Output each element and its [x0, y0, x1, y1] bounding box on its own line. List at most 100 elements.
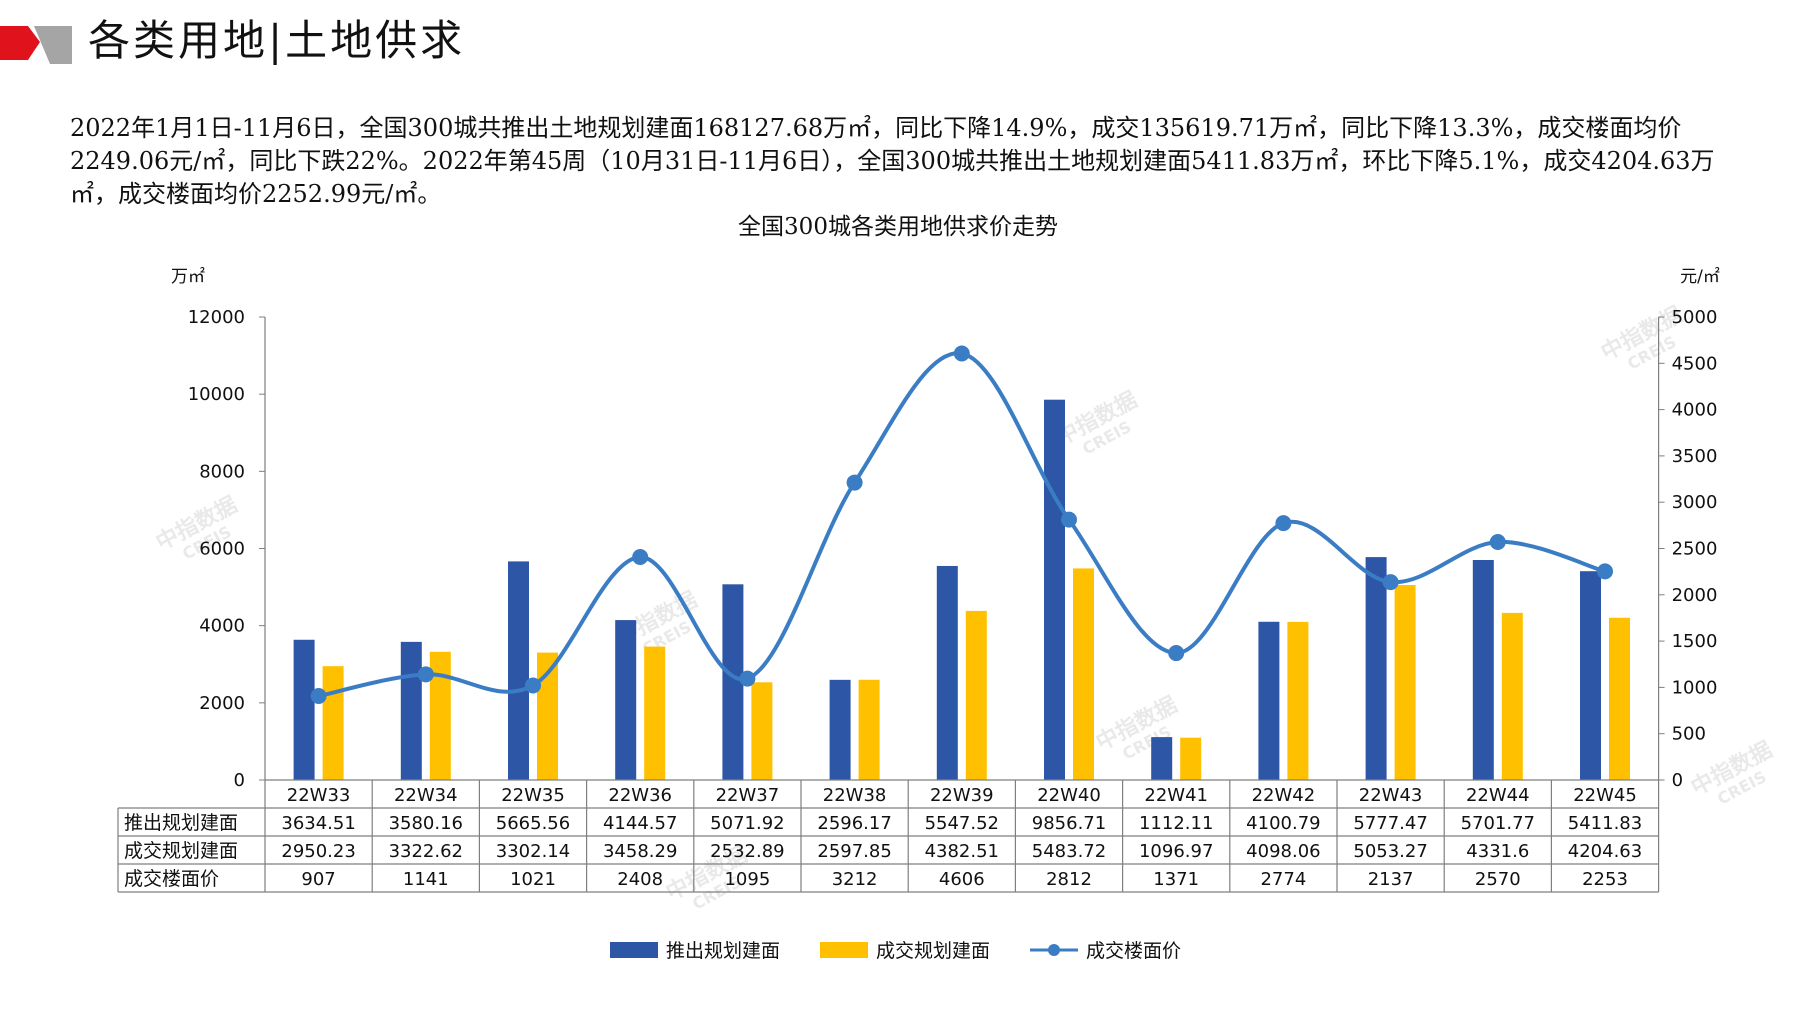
table-cell: 1096.97: [1139, 841, 1213, 862]
category-label-22W40: 22W40: [1037, 785, 1101, 806]
table-cell: 5777.47: [1353, 813, 1427, 834]
bar-supply-22W35: [508, 561, 529, 780]
left-tick-label: 12000: [188, 307, 245, 328]
table-cell: 4098.06: [1246, 841, 1320, 862]
category-label-22W41: 22W41: [1144, 785, 1208, 806]
axes: 0 2000 4000 6000 8000 10000 12000 0 500 1000 1500 2…: [188, 307, 1718, 791]
price-point-22W42: [1275, 515, 1292, 532]
price-point-22W40: [1061, 511, 1077, 528]
table-cell: 3322.62: [389, 841, 463, 862]
table-cell: 5701.77: [1461, 813, 1535, 834]
table-row-header: 成交规划建面: [124, 840, 238, 862]
right-tick-label: 4500: [1672, 353, 1718, 374]
legend: 推出规划建面 成交规划建面 成交楼面价: [610, 940, 1181, 962]
left-tick-label: 4000: [199, 616, 245, 637]
data-table: 22W33 22W34 22W35 22W36 22W37 22W38 22W39 22W40…: [117, 779, 1660, 893]
price-point-22W38: [846, 474, 863, 491]
price-point-22W37: [739, 670, 756, 687]
legend-label-supply: 推出规划建面: [666, 940, 780, 962]
bar-supply-22W44: [1472, 560, 1494, 780]
category-label-22W36: 22W36: [608, 785, 672, 806]
bar-deal-22W44: [1501, 612, 1523, 780]
bar-deal-22W39: [965, 610, 987, 780]
category-label-22W39: 22W39: [930, 785, 994, 806]
table-cell: 5071.92: [710, 813, 784, 834]
legend-label-deal: 成交规划建面: [876, 940, 990, 962]
legend-label-price: 成交楼面价: [1086, 940, 1181, 962]
price-point-22W41: [1168, 645, 1185, 662]
right-tick-label: 500: [1672, 724, 1706, 745]
bar-supply-22W43: [1365, 557, 1387, 780]
bar-deal-22W35: [537, 652, 558, 780]
bar-deal-22W38: [858, 679, 880, 780]
legend-marker-price: [1048, 944, 1060, 956]
left-tick-label: 6000: [199, 539, 245, 560]
table-cell: 2253: [1582, 869, 1628, 890]
price-point-22W45: [1597, 563, 1613, 580]
bar-supply-22W45: [1580, 571, 1601, 780]
price-point-22W35: [525, 677, 541, 694]
right-tick-label: 3000: [1672, 492, 1718, 513]
bar-supply-22W33: [293, 639, 315, 780]
table-cell: 2137: [1368, 869, 1414, 890]
price-point-22W43: [1382, 574, 1399, 591]
table-cell: 907: [301, 869, 335, 890]
bars: [293, 399, 1630, 780]
right-tick-label: 1500: [1672, 631, 1718, 652]
table-cell: 9856.71: [1032, 813, 1106, 834]
table-cell: 3580.16: [389, 813, 463, 834]
category-label-22W38: 22W38: [823, 785, 887, 806]
table-cell: 2950.23: [281, 841, 355, 862]
price-point-22W36: [632, 549, 649, 566]
table-cell: 4606: [939, 869, 985, 890]
table-row-header: 成交楼面价: [124, 868, 219, 890]
category-label-22W35: 22W35: [501, 785, 565, 806]
bar-deal-22W42: [1287, 621, 1309, 780]
table-cell: 5547.52: [925, 813, 999, 834]
bar-supply-22W40: [1044, 399, 1065, 780]
bar-supply-22W37: [722, 584, 744, 780]
table-cell: 5483.72: [1032, 841, 1106, 862]
bar-supply-22W41: [1151, 737, 1173, 780]
price-point-22W39: [953, 345, 970, 362]
bar-supply-22W36: [615, 620, 637, 780]
right-axis-unit: 元/㎡: [1680, 267, 1720, 287]
right-tick-label: 2000: [1672, 585, 1718, 606]
right-tick-label: 3500: [1672, 446, 1718, 467]
table-cell: 1021: [510, 869, 556, 890]
table-cell: 3634.51: [281, 813, 355, 834]
brand-mark-icon: [0, 26, 72, 64]
bar-supply-22W38: [829, 679, 851, 780]
table-cell: 3302.14: [496, 841, 570, 862]
price-point-22W33: [310, 688, 327, 705]
legend-swatch-supply: [610, 942, 658, 958]
bar-supply-22W34: [400, 641, 422, 780]
table-row-header: 推出规划建面: [124, 812, 238, 834]
bar-deal-22W45: [1609, 617, 1630, 780]
table-cell: 2570: [1475, 869, 1521, 890]
left-axis-unit: 万㎡: [171, 267, 205, 287]
bar-deal-22W41: [1180, 737, 1202, 780]
bar-supply-22W42: [1258, 621, 1280, 780]
table-cell: 2774: [1260, 869, 1306, 890]
left-tick-label: 0: [234, 770, 245, 791]
bar-supply-22W39: [936, 565, 958, 780]
bar-deal-22W40: [1073, 568, 1094, 780]
category-label-22W34: 22W34: [394, 785, 458, 806]
category-label-22W45: 22W45: [1573, 785, 1637, 806]
table-cell: 4382.51: [925, 841, 999, 862]
category-label-22W43: 22W43: [1359, 785, 1423, 806]
table-cell: 5053.27: [1353, 841, 1427, 862]
right-tick-label: 1000: [1672, 677, 1718, 698]
left-tick-label: 2000: [199, 693, 245, 714]
right-tick-label: 2500: [1672, 539, 1718, 560]
right-tick-label: 5000: [1672, 307, 1718, 328]
table-cell: 2532.89: [710, 841, 784, 862]
bar-deal-22W43: [1394, 585, 1416, 780]
table-cell: 3458.29: [603, 841, 677, 862]
table-cell: 1141: [403, 869, 449, 890]
category-label-22W37: 22W37: [716, 785, 780, 806]
table-cell: 2596.17: [817, 813, 891, 834]
